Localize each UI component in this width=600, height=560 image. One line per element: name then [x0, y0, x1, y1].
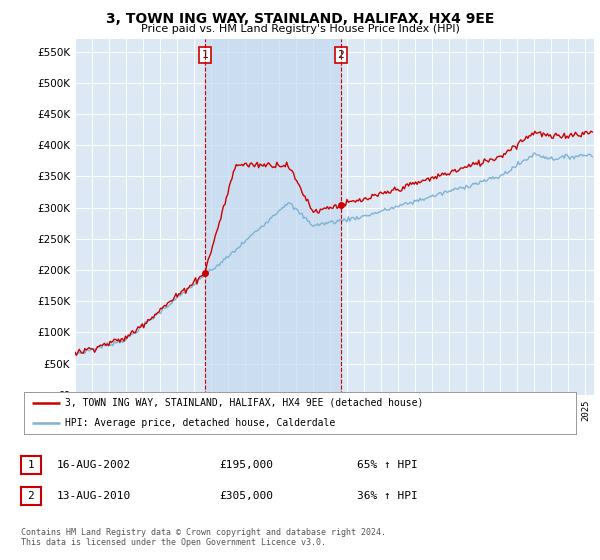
Text: 3, TOWN ING WAY, STAINLAND, HALIFAX, HX4 9EE (detached house): 3, TOWN ING WAY, STAINLAND, HALIFAX, HX4… [65, 398, 424, 408]
Text: 13-AUG-2010: 13-AUG-2010 [57, 491, 131, 501]
Text: 3, TOWN ING WAY, STAINLAND, HALIFAX, HX4 9EE: 3, TOWN ING WAY, STAINLAND, HALIFAX, HX4… [106, 12, 494, 26]
Text: Price paid vs. HM Land Registry's House Price Index (HPI): Price paid vs. HM Land Registry's House … [140, 24, 460, 34]
Text: £305,000: £305,000 [219, 491, 273, 501]
Text: 2: 2 [28, 491, 34, 501]
Text: Contains HM Land Registry data © Crown copyright and database right 2024.
This d: Contains HM Land Registry data © Crown c… [21, 528, 386, 547]
Text: 2: 2 [338, 50, 344, 60]
Text: HPI: Average price, detached house, Calderdale: HPI: Average price, detached house, Cald… [65, 418, 335, 428]
Text: 65% ↑ HPI: 65% ↑ HPI [357, 460, 418, 470]
Text: £195,000: £195,000 [219, 460, 273, 470]
Text: 36% ↑ HPI: 36% ↑ HPI [357, 491, 418, 501]
Text: 1: 1 [202, 50, 208, 60]
Text: 16-AUG-2002: 16-AUG-2002 [57, 460, 131, 470]
Bar [205, 39, 341, 395]
Text: 1: 1 [28, 460, 34, 470]
